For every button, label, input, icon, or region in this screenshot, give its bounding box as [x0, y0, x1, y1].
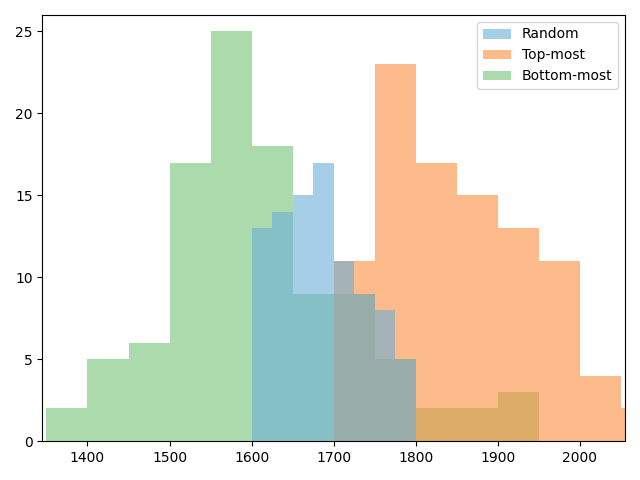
- Bar: [354, 294, 374, 441]
- Bar: [333, 294, 374, 441]
- Bar: [416, 408, 457, 441]
- Bar: [211, 31, 252, 441]
- Bar: [252, 146, 292, 441]
- Bar: [333, 261, 354, 441]
- Bar: [129, 343, 170, 441]
- Bar: [374, 360, 416, 441]
- Bar: [313, 163, 333, 441]
- Bar: [416, 163, 457, 441]
- Bar: [498, 392, 539, 441]
- Bar: [498, 228, 539, 441]
- Bar: [252, 228, 272, 441]
- Bar: [539, 261, 580, 441]
- Bar: [621, 408, 640, 441]
- Bar: [580, 376, 621, 441]
- Legend: Random, Top-most, Bottom-most: Random, Top-most, Bottom-most: [477, 22, 618, 89]
- Bar: [170, 163, 211, 441]
- Bar: [374, 310, 396, 441]
- Bar: [374, 64, 416, 441]
- Bar: [457, 408, 498, 441]
- Bar: [47, 408, 88, 441]
- Bar: [457, 195, 498, 441]
- Bar: [88, 360, 129, 441]
- Bar: [292, 294, 333, 441]
- Bar: [272, 212, 292, 441]
- Bar: [333, 261, 374, 441]
- Bar: [396, 360, 416, 441]
- Bar: [292, 195, 313, 441]
